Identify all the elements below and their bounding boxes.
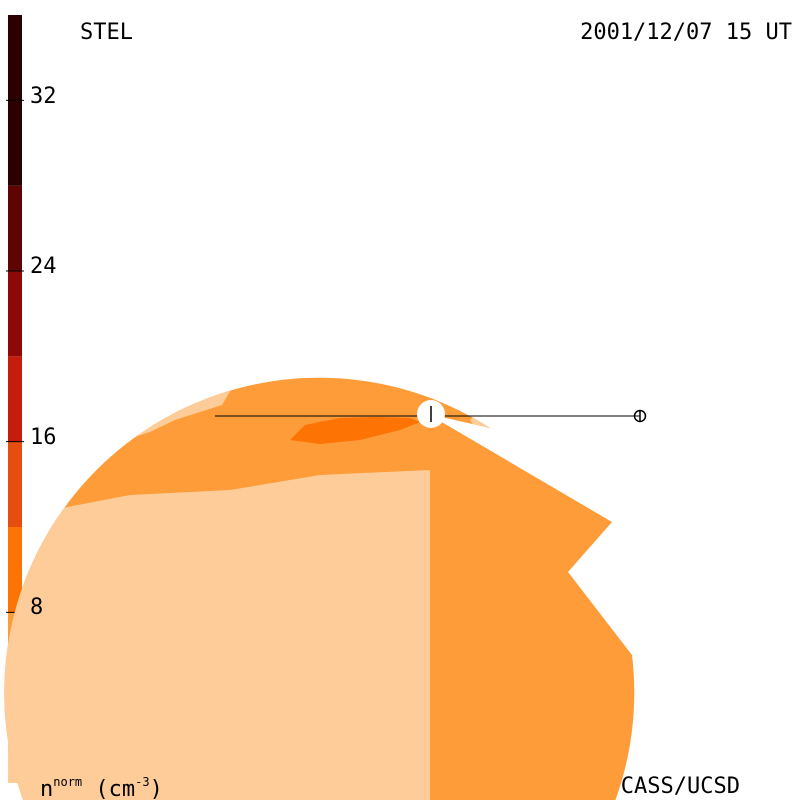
colorbar-segment [8,441,22,527]
colorbar-segment [8,185,22,271]
density-high-region-northwest [195,135,318,255]
density-high-region-northeast [592,300,626,330]
earth-marker [633,409,647,423]
unit-label: nnorm (cm-3) [40,776,163,801]
density-peak-region-northwest [255,203,266,210]
unit-exponent: -3 [135,775,150,789]
colorbar-segment [8,527,22,613]
colorbar-tick-label: 16 [30,425,57,450]
colorbar-tick-label: 32 [30,84,57,109]
colorbar-segment [8,271,22,357]
unit-close: ) [149,777,163,802]
colorbar-tick-label: 8 [30,595,44,620]
density-high-region-center [290,417,420,444]
colorbar-segment [8,356,22,442]
density-low-region-east [470,377,612,470]
credit-label: CASS/UCSD [620,774,740,799]
density-high-region-east [660,322,760,440]
unit-symbol: n [40,777,54,802]
date-time-label: 2001/12/07 15 UT [580,20,792,45]
colorbar-tick-label: 24 [30,254,57,279]
density-low-region-south [4,470,430,800]
instrument-title: STEL [80,20,133,45]
unit-superscript: norm [53,775,83,789]
unit-tail: (cm [82,777,136,802]
